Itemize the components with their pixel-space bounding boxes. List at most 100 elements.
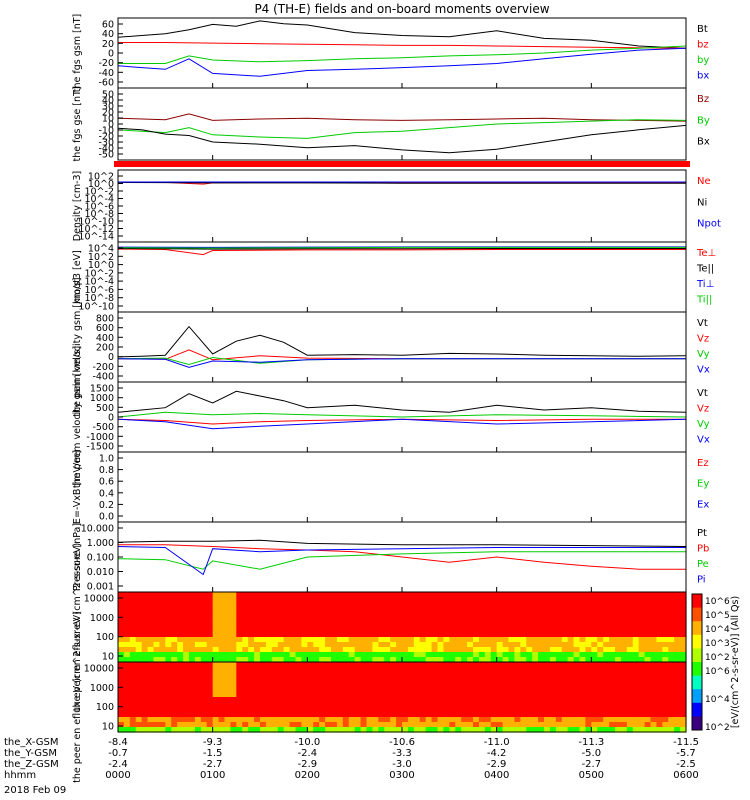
heatmap-cell (129, 632, 137, 638)
heatmap-cell (538, 692, 545, 698)
heatmap-cell (242, 727, 249, 733)
y-tick-label: 20 (102, 39, 114, 50)
heatmap-cell (283, 687, 291, 693)
heatmap-cell (514, 602, 521, 608)
heatmap-cell (206, 652, 214, 658)
heatmap-cell (585, 607, 592, 613)
heatmap-cell (609, 627, 616, 633)
heatmap-cell (224, 677, 232, 683)
y-tick-label: 40 (102, 29, 114, 40)
heatmap-cell (609, 707, 616, 713)
heatmap-cell (626, 657, 634, 663)
heatmap-cell (331, 637, 338, 643)
series-line-Pb (118, 544, 686, 570)
heatmap-cell (123, 652, 131, 658)
heatmap-cell (366, 602, 374, 608)
heatmap-cell (396, 682, 403, 688)
heatmap-cell (443, 617, 450, 623)
heatmap-cell (467, 672, 474, 678)
heatmap-cell (549, 712, 557, 718)
heatmap-cell (301, 632, 308, 638)
heatmap-cell (644, 627, 652, 633)
heatmap-cell (325, 627, 332, 633)
heatmap-cell (538, 677, 545, 683)
heatmap-cell (242, 672, 249, 678)
heatmap-cell (520, 707, 527, 713)
heatmap-cell (461, 652, 468, 658)
heatmap-cell (319, 617, 326, 623)
heatmap-cell (597, 667, 604, 673)
heatmap-cell (378, 677, 385, 683)
heatmap-cell (342, 627, 350, 633)
heatmap-cell (242, 627, 249, 633)
heatmap-cell (390, 697, 397, 703)
x-tick-label: 0600 (673, 770, 698, 781)
heatmap-cell (561, 672, 569, 678)
heatmap-cell (366, 652, 374, 658)
heatmap-cell (585, 687, 592, 693)
heatmap-cell (674, 647, 681, 653)
heatmap-cell (200, 617, 208, 623)
heatmap-cell (331, 707, 338, 713)
heatmap-cell (674, 622, 681, 628)
heatmap-cell (609, 602, 616, 608)
heatmap-cell (360, 637, 368, 643)
heatmap-cell (177, 682, 184, 688)
heatmap-cell (626, 652, 634, 658)
heatmap-cell (443, 622, 450, 628)
heatmap-cell (413, 707, 421, 713)
heatmap-cell (348, 622, 356, 628)
heatmap-cell (218, 672, 226, 678)
heatmap-cell (431, 727, 439, 733)
heatmap-cell (354, 712, 362, 718)
heatmap-cell (508, 687, 516, 693)
heatmap-cell (147, 597, 155, 603)
heatmap-cell (567, 642, 575, 648)
heatmap-cell (579, 607, 587, 613)
heatmap-cell (609, 657, 616, 663)
heatmap-cell (118, 602, 125, 608)
heatmap-cell (615, 652, 622, 658)
heatmap-cell (591, 657, 598, 663)
heatmap-cell (603, 662, 610, 668)
heatmap-cell (425, 727, 433, 733)
heatmap-cell (585, 677, 592, 683)
heatmap-cell (508, 612, 516, 618)
heatmap-cell (526, 607, 533, 613)
heatmap-cell (603, 637, 610, 643)
heatmap-cell (538, 662, 545, 668)
heatmap-cell (218, 642, 226, 648)
heatmap-cell (455, 702, 462, 708)
heatmap-cell (680, 612, 687, 618)
heatmap-cell (549, 647, 557, 653)
heatmap-cell (502, 627, 510, 633)
heatmap-cell (437, 697, 445, 703)
heatmap-cell (177, 627, 184, 633)
heatmap-cell (183, 662, 190, 668)
heatmap-cell (467, 677, 474, 683)
heatmap-cell (384, 602, 391, 608)
heatmap-cell (656, 637, 663, 643)
heatmap-cell (141, 667, 149, 673)
heatmap-cell (212, 662, 220, 668)
heatmap-cell (366, 642, 374, 648)
heatmap-cell (668, 727, 675, 733)
heatmap-cell (118, 687, 125, 693)
heatmap-cell (277, 612, 285, 618)
heatmap-cell (449, 657, 456, 663)
heatmap-cell (591, 662, 598, 668)
heatmap-cell (490, 672, 498, 678)
heatmap-cell (520, 682, 527, 688)
legend-label: Ti⊥ (696, 279, 714, 290)
series-line-Vz (117, 418, 686, 425)
heatmap-cell (502, 727, 510, 733)
heatmap-cell (248, 717, 255, 723)
heatmap-cell (336, 672, 344, 678)
heatmap-cell (413, 612, 421, 618)
heatmap-cell (461, 702, 468, 708)
panel-frame (117, 311, 687, 383)
heatmap-cell (585, 657, 592, 663)
heatmap-cell (668, 687, 675, 693)
heatmap-cell (591, 602, 598, 608)
